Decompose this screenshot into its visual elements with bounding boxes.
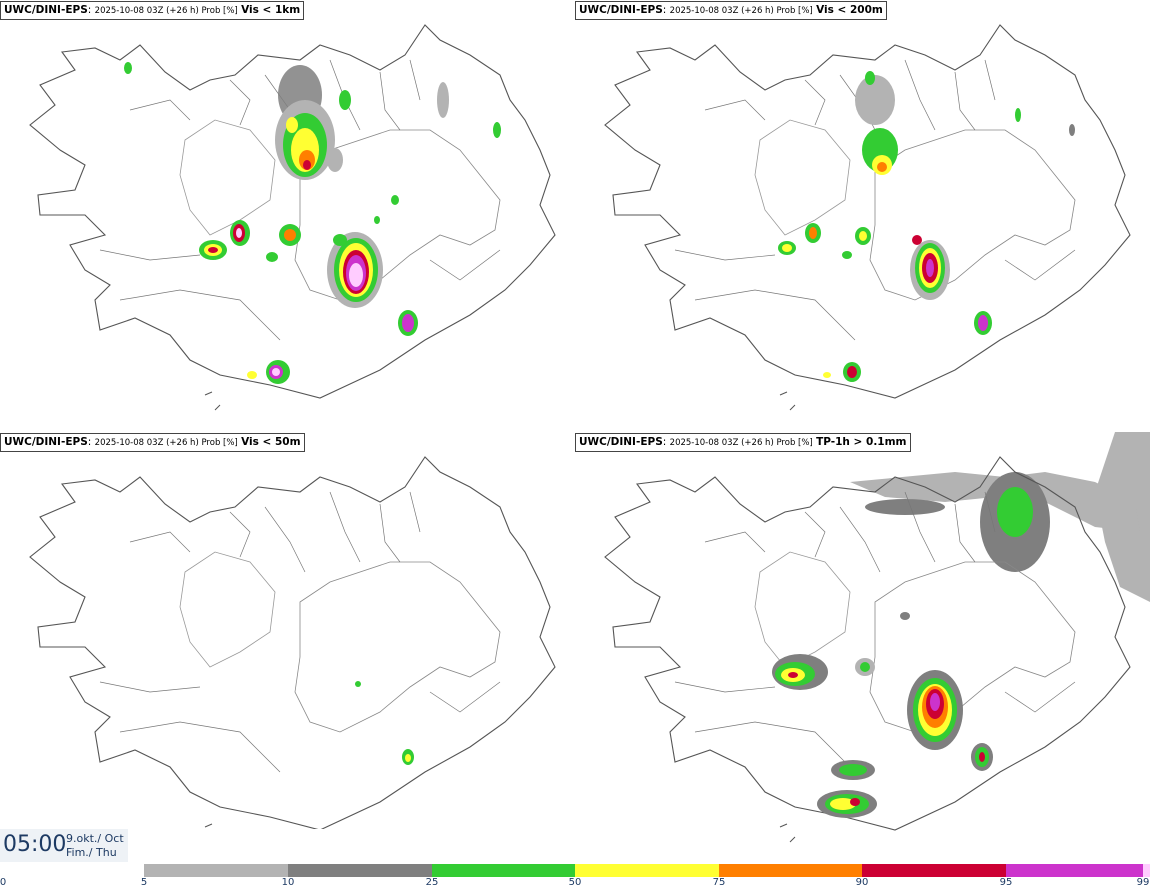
valid-weekday: Fim./ Thu bbox=[66, 846, 117, 859]
colorbar-segment bbox=[1143, 864, 1150, 877]
colorbar-tick: 50 bbox=[568, 877, 582, 888]
colorbar-segment bbox=[288, 864, 432, 877]
panel-title: UWC/DINI-EPS: 2025-10-08 03Z (+26 h) Pro… bbox=[0, 1, 305, 20]
panel-title: UWC/DINI-EPS: 2025-10-08 03Z (+26 h) Pro… bbox=[575, 433, 911, 452]
valid-time-box: 05:00 9.okt./ Oct Fim./ Thu bbox=[0, 829, 128, 862]
map-vis-50m bbox=[29, 456, 556, 829]
colorbar-tick: 95 bbox=[999, 877, 1013, 888]
colorbar-tick: 0 bbox=[0, 877, 7, 888]
colorbar-segment bbox=[432, 864, 575, 877]
valid-time: 05:00 bbox=[3, 832, 67, 857]
panel-vis-1km: UWC/DINI-EPS: 2025-10-08 03Z (+26 h) Pro… bbox=[0, 0, 575, 432]
colorbar-tick: 5 bbox=[140, 877, 148, 888]
colorbar-segment bbox=[862, 864, 1006, 877]
probability-blobs bbox=[772, 612, 993, 818]
valid-date: 9.okt./ Oct bbox=[66, 832, 124, 845]
panel-tp-1h: UWC/DINI-EPS: 2025-10-08 03Z (+26 h) Pro… bbox=[575, 432, 1150, 862]
map-tp-1h bbox=[604, 432, 1150, 843]
colorbar-segment bbox=[1006, 864, 1143, 877]
colorbar-tick: 75 bbox=[712, 877, 726, 888]
panel-vis-50m: UWC/DINI-EPS: 2025-10-08 03Z (+26 h) Pro… bbox=[0, 432, 575, 829]
colorbar-segment bbox=[144, 864, 288, 877]
probability-blobs bbox=[124, 62, 501, 384]
colorbar-segment bbox=[575, 864, 719, 877]
panel-title: UWC/DINI-EPS: 2025-10-08 03Z (+26 h) Pro… bbox=[0, 433, 305, 452]
colorbar: 0 5 10 25 50 75 90 95 99 bbox=[0, 862, 1150, 891]
probability-blobs bbox=[355, 681, 414, 765]
panel-vis-200m: UWC/DINI-EPS: 2025-10-08 03Z (+26 h) Pro… bbox=[575, 0, 1150, 432]
colorbar-segment bbox=[719, 864, 862, 877]
probability-blobs bbox=[778, 71, 1075, 382]
colorbar-tick: 10 bbox=[281, 877, 295, 888]
colorbar-tick: 90 bbox=[855, 877, 869, 888]
map-vis-200m bbox=[604, 24, 1131, 411]
colorbar-tick: 25 bbox=[425, 877, 439, 888]
map-vis-1km bbox=[29, 24, 556, 411]
colorbar-tick: 99 bbox=[1136, 877, 1150, 888]
panel-title: UWC/DINI-EPS: 2025-10-08 03Z (+26 h) Pro… bbox=[575, 1, 887, 20]
